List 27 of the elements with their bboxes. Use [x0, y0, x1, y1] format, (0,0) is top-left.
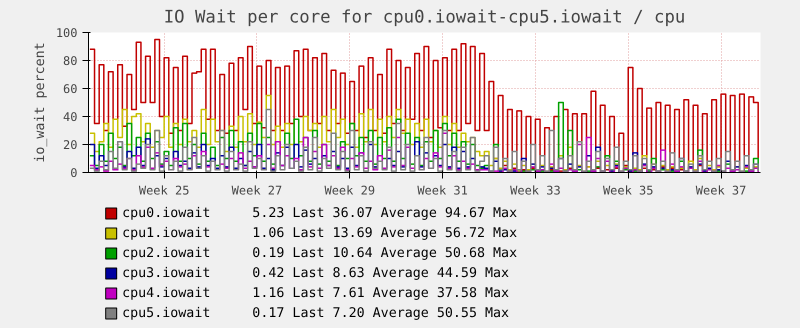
x-tick-label: Week 25: [138, 184, 190, 198]
y-tick-label: 100: [56, 26, 78, 40]
text: 0.17 Last 7.20 Average 50.55 Max: [252, 306, 510, 321]
y-tick-label: 20: [63, 138, 78, 152]
text: 1.16 Last 7.61 Average 37.58 Max: [252, 286, 510, 301]
text: 1.06 Last 13.69 Average 56.72 Max: [252, 226, 518, 241]
x-tick-label: Week 37: [696, 184, 746, 198]
y-tick-label: 80: [63, 54, 78, 68]
chart-title: IO Wait per core for cpu0.iowait-cpu5.iowait / cpu: [164, 8, 686, 28]
x-tick-label: Week 29: [324, 184, 376, 198]
y-tick-label: 0: [70, 166, 78, 180]
legend-label: cpu1.iowait: [122, 226, 210, 241]
legend-label: cpu0.iowait: [122, 206, 210, 221]
y-tick-label: 40: [63, 110, 78, 124]
legend-label: cpu2.iowait: [122, 246, 210, 261]
legend-label: cpu5.iowait: [122, 306, 210, 321]
x-tick-label: Week 33: [510, 184, 561, 198]
x-tick-label: Week 31: [417, 184, 468, 198]
legend-label: cpu4.iowait: [122, 286, 210, 301]
x-tick-label: Week 27: [232, 184, 282, 198]
y-tick-label: 60: [63, 82, 78, 96]
x-tick-label: Week 35: [602, 184, 654, 198]
text: 0.42 Last 8.63 Average 44.59 Max: [252, 266, 510, 281]
text: 0.19 Last 10.64 Average 50.68 Max: [252, 246, 518, 261]
text: 5.23 Last 36.07 Average 94.67 Max: [252, 206, 518, 221]
legend-label: cpu3.iowait: [122, 266, 210, 281]
y-axis-title: io_wait percent: [32, 42, 48, 163]
